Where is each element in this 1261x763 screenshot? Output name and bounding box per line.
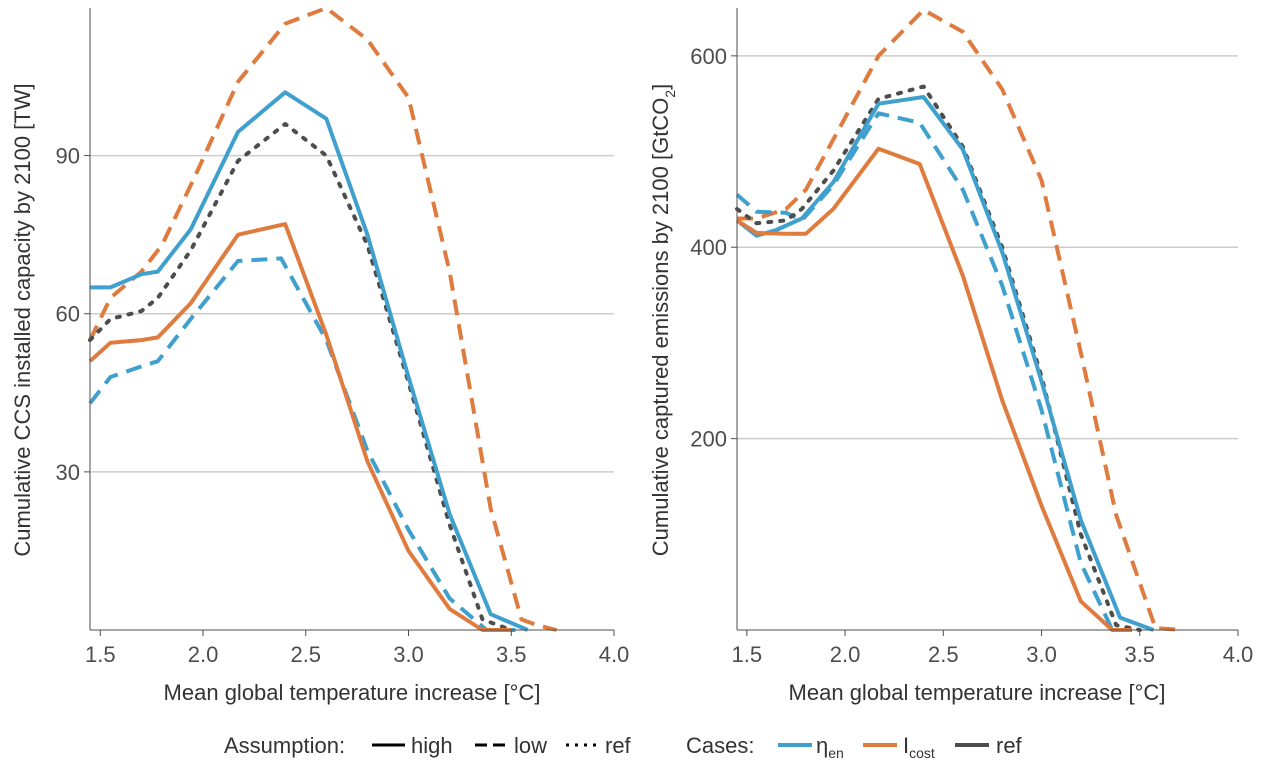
series-group-right — [735, 7, 1184, 632]
x-tick-label-4.0: 4.0 — [599, 642, 630, 667]
x-tick-label-2.5: 2.5 — [928, 642, 959, 667]
y-axis-title-right-sub: 2 — [662, 90, 678, 98]
x-axis-title-right: Mean global temperature increase [°C] — [789, 680, 1166, 705]
legend-cases-title: Cases: — [686, 733, 754, 758]
series-line-I-cost-high — [88, 222, 512, 632]
x-tick-label-2.0: 2.0 — [188, 642, 219, 667]
legend-label-eta-en-main: η — [816, 733, 828, 758]
x-ticks-right: 1.5 2.0 2.5 3.0 3.5 4.0 — [732, 630, 1254, 667]
series-line-eta-en-high — [735, 95, 1155, 632]
panel-captured-emissions: 1.5 2.0 2.5 3.0 3.5 4.0 200 400 600 Mean global… — [648, 7, 1254, 705]
legend-assumption-title: Assumption: — [224, 733, 345, 758]
y-tick-label-200: 200 — [690, 427, 727, 452]
x-tick-label-3.0: 3.0 — [393, 642, 424, 667]
x-tick-label-4.0: 4.0 — [1223, 642, 1254, 667]
legend-label-ref-case: ref — [996, 733, 1023, 758]
y-tick-label-90: 90 — [56, 144, 80, 169]
y-ticks-right: 200 400 600 — [690, 44, 737, 452]
series-line-ref-ref — [735, 84, 1142, 632]
legend-label-high: high — [411, 733, 453, 758]
y-tick-label-60: 60 — [56, 302, 80, 327]
series-line-eta-en-low — [88, 256, 516, 632]
series-line-I-cost-low — [88, 6, 557, 632]
series-line-eta-en-high — [90, 90, 529, 632]
series-line-eta-en-low — [735, 111, 1132, 632]
series-line-ref-ref — [88, 122, 514, 632]
series-line-I-cost-high — [735, 146, 1132, 632]
y-tick-label-600: 600 — [690, 44, 727, 69]
x-tick-label-3.5: 3.5 — [1124, 642, 1155, 667]
legend-label-eta-en-sub: en — [828, 745, 844, 761]
series-line-I-cost-low — [737, 7, 1184, 632]
y-axis-title-right: Cumulative captured emissions by 2100 [G… — [648, 84, 678, 556]
x-tick-label-2.5: 2.5 — [290, 642, 321, 667]
legend-label-i-cost: Icost — [903, 733, 935, 761]
legend: Assumption: high low ref Cases: ηen Icos… — [224, 733, 1023, 761]
x-tick-label-1.5: 1.5 — [85, 642, 116, 667]
x-tick-label-2.0: 2.0 — [830, 642, 861, 667]
y-axis-title-left: Cumulative CCS installed capacity by 210… — [10, 83, 35, 556]
legend-label-ref-assumption: ref — [605, 733, 632, 758]
y-ticks-left: 30 60 90 — [56, 144, 90, 485]
series-group-left — [88, 6, 557, 632]
x-ticks-left: 1.5 2.0 2.5 3.0 3.5 4.0 — [85, 630, 629, 667]
y-tick-label-400: 400 — [690, 235, 727, 260]
legend-label-i-cost-sub: cost — [909, 745, 935, 761]
x-tick-label-3.0: 3.0 — [1026, 642, 1057, 667]
y-tick-label-30: 30 — [56, 460, 80, 485]
legend-label-eta-en: ηen — [816, 733, 844, 761]
grid-lines-left — [90, 154, 614, 473]
y-axis-title-right-end: ] — [648, 84, 673, 90]
legend-label-low: low — [514, 733, 547, 758]
x-tick-label-1.5: 1.5 — [732, 642, 763, 667]
x-axis-title-left: Mean global temperature increase [°C] — [164, 680, 541, 705]
legend-label-i-cost-main: I — [903, 733, 909, 758]
panel-ccs-capacity: 1.5 2.0 2.5 3.0 3.5 4.0 30 60 90 Mean global te… — [10, 6, 629, 705]
x-tick-label-3.5: 3.5 — [496, 642, 527, 667]
y-axis-title-right-main: Cumulative captured emissions by 2100 [G… — [648, 98, 673, 557]
